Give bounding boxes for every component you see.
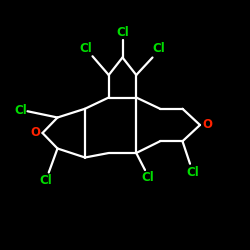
Text: Cl: Cl — [116, 26, 129, 38]
Text: Cl: Cl — [14, 104, 27, 117]
Text: Cl: Cl — [142, 171, 154, 184]
Text: Cl: Cl — [80, 42, 92, 54]
Text: O: O — [202, 118, 212, 132]
Text: Cl: Cl — [40, 174, 52, 187]
Text: Cl: Cl — [186, 166, 200, 178]
Text: Cl: Cl — [152, 42, 165, 55]
Text: O: O — [30, 126, 40, 140]
